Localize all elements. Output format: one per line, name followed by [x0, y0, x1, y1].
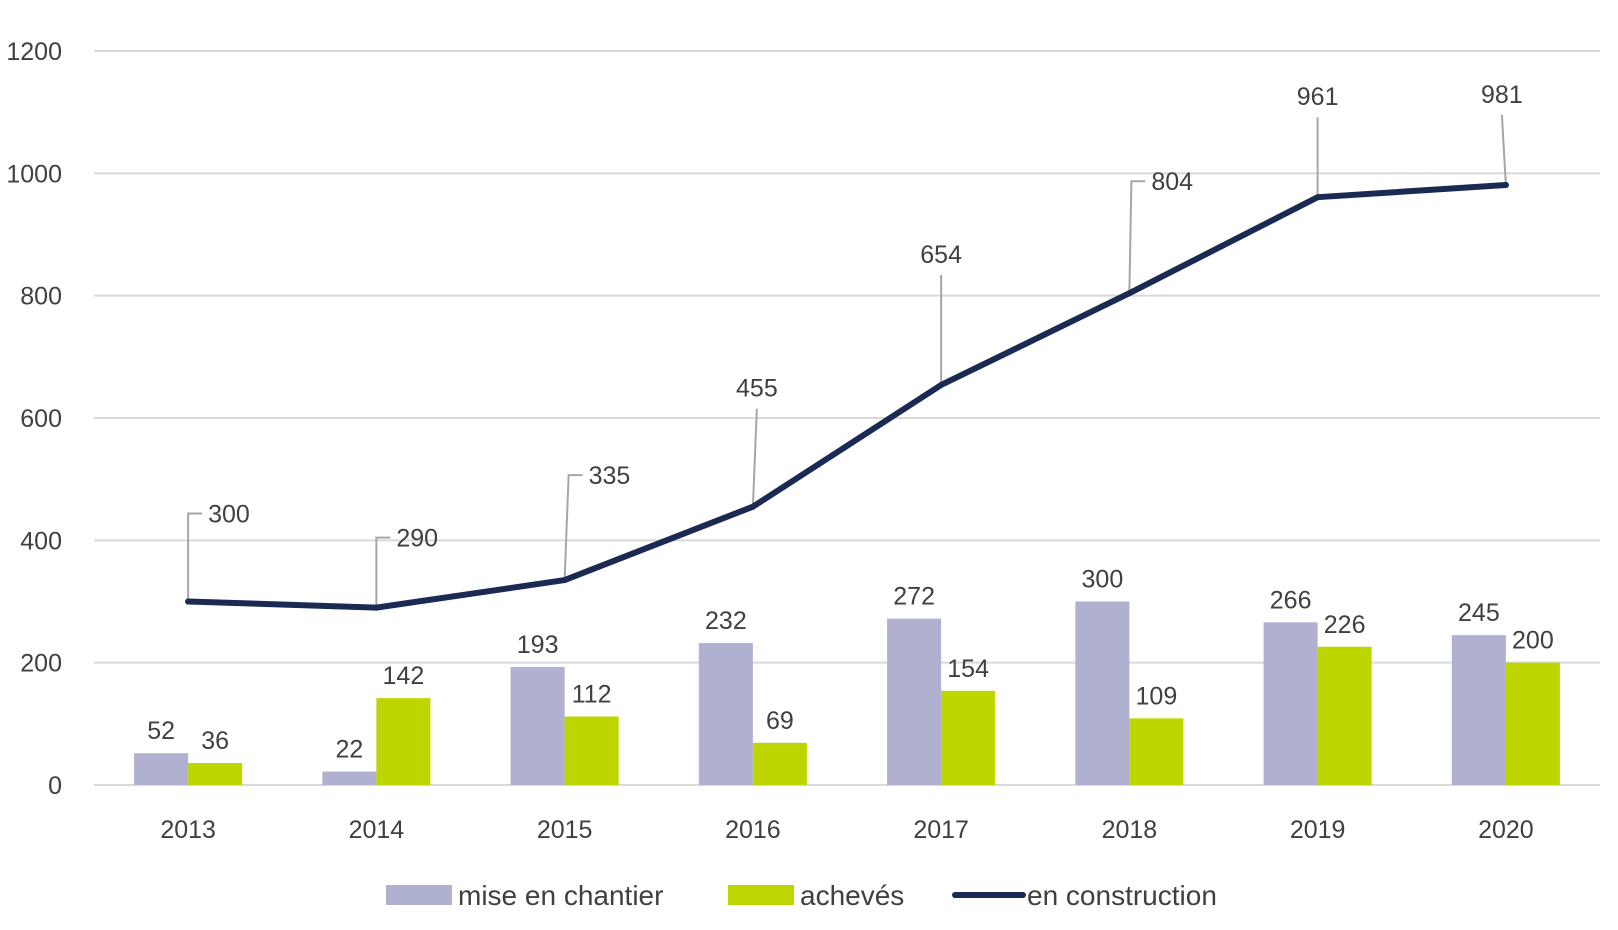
x-tick-label: 2016 [725, 816, 781, 844]
leader-line [187, 512, 203, 602]
line-data-label: 961 [1297, 83, 1339, 111]
bar [1505, 662, 1560, 785]
line-data-label: 654 [920, 241, 962, 269]
x-tick-label: 2014 [349, 816, 405, 844]
line-data-label: 804 [1151, 168, 1193, 196]
bar-data-label: 200 [1512, 627, 1554, 655]
bar [510, 666, 565, 785]
legend-label: en construction [1027, 880, 1217, 911]
x-axis: 2013 2014 2015 2016 2017 2018 2019 2020 [160, 816, 1533, 844]
bar [1317, 646, 1372, 785]
line-data-label: 455 [736, 375, 778, 403]
bar [887, 618, 942, 785]
x-tick-label: 2013 [160, 816, 216, 844]
line-data-label: 981 [1481, 81, 1523, 109]
y-tick-label: 1200 [6, 38, 62, 66]
x-tick-label: 2020 [1478, 816, 1534, 844]
line-label-leaders [187, 114, 1507, 608]
leader-line [563, 474, 583, 581]
bar-data-label: 232 [705, 607, 747, 635]
y-tick-label: 200 [20, 650, 62, 678]
bar-data-label: 52 [147, 717, 175, 745]
line-data-label: 290 [396, 525, 438, 553]
bar-data-label: 109 [1136, 682, 1178, 710]
x-tick-label: 2019 [1290, 816, 1346, 844]
bar [134, 753, 189, 785]
bar [1451, 635, 1506, 785]
bar [376, 698, 431, 785]
line-data-label: 335 [589, 462, 631, 490]
bar-data-label: 69 [766, 707, 794, 735]
bar-data-label: 266 [1270, 586, 1312, 614]
legend-label: achevés [800, 880, 904, 911]
y-tick-label: 600 [20, 405, 62, 433]
legend-label: mise en chantier [458, 880, 663, 911]
data-labels: 52 22 193 232 272 300 266 245 36 142 112 69 154 109 22… [147, 81, 1554, 764]
leader-line [1128, 180, 1146, 294]
bar-data-label: 226 [1324, 611, 1366, 639]
line-point [373, 604, 380, 611]
y-tick-label: 800 [20, 283, 62, 311]
line-series [185, 181, 1509, 611]
line-point [1502, 181, 1509, 188]
leader-line [751, 408, 758, 507]
bar-series [134, 601, 1560, 785]
line-data-label: 300 [208, 501, 250, 529]
leader-line [375, 536, 391, 608]
bar [564, 716, 619, 785]
bar [1075, 601, 1130, 785]
line-path [185, 181, 1509, 611]
bar-data-label: 272 [893, 583, 935, 611]
bar [188, 762, 243, 785]
bar-data-label: 245 [1458, 599, 1500, 627]
y-tick-label: 1000 [6, 160, 62, 188]
bar [941, 690, 996, 785]
legend-swatch [728, 885, 794, 905]
y-tick-label: 400 [20, 527, 62, 555]
bar [698, 643, 753, 785]
legend: mise en chantier achevés en construction [386, 880, 1217, 911]
bar-data-label: 142 [383, 662, 425, 690]
bar-data-label: 193 [517, 631, 559, 659]
bar [1263, 622, 1318, 785]
bar [322, 771, 377, 785]
line-point [1126, 290, 1133, 297]
bar-data-label: 36 [201, 727, 229, 755]
legend-swatch [386, 885, 452, 905]
line-point [938, 381, 945, 388]
line-point [1314, 194, 1321, 201]
x-tick-label: 2018 [1102, 816, 1158, 844]
x-tick-label: 2017 [913, 816, 969, 844]
line-point [749, 503, 756, 510]
bar [752, 742, 807, 785]
bar-data-label: 154 [947, 655, 989, 683]
leader-line [1500, 114, 1507, 186]
bar-data-label: 22 [335, 736, 363, 764]
bar-data-label: 300 [1082, 566, 1124, 594]
bar [1129, 718, 1184, 785]
bar-data-label: 112 [572, 680, 612, 708]
line-point [561, 577, 568, 584]
y-axis: 0 200 400 600 800 1000 1200 [6, 38, 62, 800]
line-point [185, 598, 192, 605]
y-tick-label: 0 [48, 772, 62, 800]
gridlines [94, 50, 1600, 786]
x-tick-label: 2015 [537, 816, 593, 844]
